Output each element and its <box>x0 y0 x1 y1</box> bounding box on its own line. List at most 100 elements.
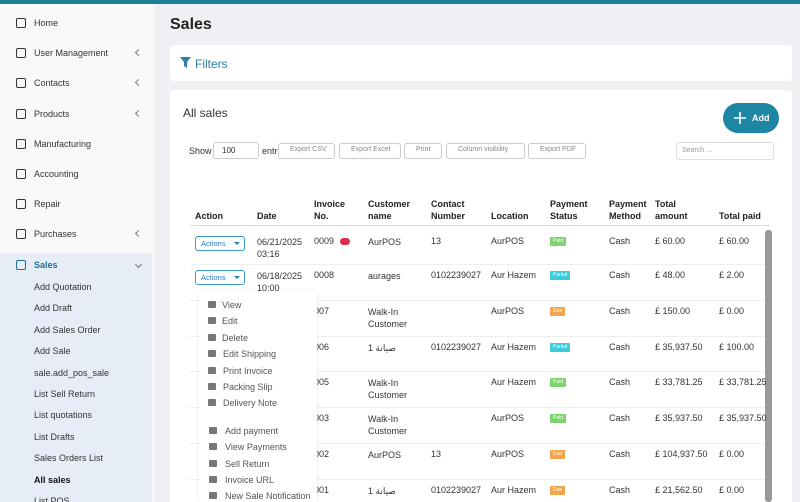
menu-item[interactable]: Invoice URL <box>225 475 275 485</box>
toolbar-label: Column visibility <box>458 146 509 153</box>
nav-item[interactable]: Purchases <box>34 229 77 240</box>
menu-item[interactable]: Add payment <box>225 426 279 436</box>
nav-item[interactable]: User Management <box>34 48 109 59</box>
filters-card <box>170 45 792 81</box>
cell: 001 <box>314 485 330 495</box>
menu-icon <box>208 399 216 406</box>
status-badge: Due <box>550 307 566 316</box>
cell: 0008 <box>314 270 335 280</box>
toolbar-button[interactable] <box>404 143 442 159</box>
menu-icon <box>209 492 217 499</box>
status-badge: Paid <box>550 378 567 387</box>
scrollbar <box>765 230 772 502</box>
menu-item[interactable]: Edit <box>222 316 238 326</box>
actions-label: Actions <box>201 239 226 248</box>
cell: Aur Hazem <box>491 270 537 280</box>
menu-item[interactable]: Packing Slip <box>223 382 273 392</box>
toolbar-label: Print <box>416 146 431 153</box>
submenu-item[interactable]: List Drafts <box>34 431 75 442</box>
menu-item[interactable]: Delete <box>222 333 249 343</box>
cell: Cash <box>609 342 631 352</box>
menu-item[interactable]: View <box>222 300 242 310</box>
cell: AurPOS <box>491 236 525 246</box>
cell: £ 0.00 <box>719 449 745 459</box>
cell: aurages <box>368 271 401 281</box>
cell: AurPOS <box>491 449 525 459</box>
cell: £ 35,937.50 <box>655 413 703 423</box>
actions-button[interactable] <box>195 270 245 285</box>
toolbar-button[interactable] <box>278 143 335 159</box>
nav-item[interactable]: Contacts <box>34 78 70 89</box>
page-size: 100 <box>222 146 236 155</box>
column-header: Total amount <box>655 199 688 221</box>
cell: Walk-In Customer <box>368 307 408 329</box>
cell: AurPOS <box>368 450 402 460</box>
submenu-item[interactable]: sale.add_pos_sale <box>34 367 110 378</box>
row-rule <box>190 479 765 480</box>
page-title: Sales <box>170 16 212 33</box>
nav-item[interactable]: Sales <box>34 259 58 270</box>
dropdown-menu <box>199 291 317 502</box>
toolbar-button[interactable] <box>446 143 525 159</box>
invoice-badge <box>340 238 350 245</box>
plus-icon <box>734 112 746 124</box>
menu-item[interactable]: View Payments <box>225 442 287 452</box>
submenu-item[interactable]: List POS <box>34 496 70 502</box>
cell: £ 21,562.50 <box>655 485 703 495</box>
nav-item[interactable]: Repair <box>34 199 61 210</box>
status-badge: Paid <box>550 237 567 246</box>
submenu-item[interactable]: Add Draft <box>34 303 73 314</box>
menu-item[interactable]: Delivery Note <box>223 398 278 408</box>
nav-item[interactable]: Manufacturing <box>34 138 92 149</box>
column-header: Total paid <box>719 211 761 221</box>
nav-icon <box>16 108 26 119</box>
column-header: Contact Number <box>431 199 466 221</box>
cell: AurPOS <box>491 306 525 316</box>
cell: 0102239027 <box>431 342 482 352</box>
cell: £ 0.00 <box>719 306 745 316</box>
add-button[interactable] <box>723 103 779 133</box>
nav-item[interactable]: Home <box>34 18 59 28</box>
cell: £ 60.00 <box>655 236 686 246</box>
filters-title: Filters <box>195 57 228 71</box>
toolbar-label: Export PDF <box>540 146 577 153</box>
cell: 006 <box>314 342 330 352</box>
submenu-item[interactable]: Add Sale <box>34 346 71 357</box>
nav-icon <box>16 78 26 89</box>
show-label: Show <box>189 146 212 156</box>
cell: £ 100.00 <box>719 342 755 352</box>
nav-item[interactable]: Accounting <box>34 169 79 179</box>
toolbar-button[interactable] <box>528 143 586 159</box>
cell: صيانة 1 <box>368 486 396 496</box>
submenu-item[interactable]: Add Sales Order <box>34 324 101 335</box>
submenu-item[interactable]: List Sell Return <box>34 389 96 399</box>
cell: صيانة 1 <box>368 343 396 353</box>
column-header: Payment Method <box>609 199 647 221</box>
submenu-item[interactable]: Sales Orders List <box>34 453 104 464</box>
status-badge: Partial <box>550 343 571 352</box>
menu-item[interactable]: Sell Return <box>225 459 270 469</box>
cell: 0009 <box>314 236 335 246</box>
toolbar-button[interactable] <box>339 143 401 159</box>
nav-item[interactable]: Products <box>34 108 70 119</box>
submenu-item[interactable]: Add Quotation <box>34 282 92 292</box>
actions-button[interactable] <box>195 236 245 251</box>
top-bar <box>0 0 800 4</box>
menu-icon <box>208 317 216 324</box>
menu-icon <box>208 350 216 357</box>
cell: £ 150.00 <box>655 306 691 316</box>
search-box[interactable] <box>676 142 774 160</box>
submenu-item[interactable]: List quotations <box>34 410 93 421</box>
row-rule <box>190 300 765 301</box>
page-size-select[interactable] <box>213 142 259 159</box>
menu-item[interactable]: Print Invoice <box>223 366 273 376</box>
cell: £ 33,781.25 <box>655 377 703 387</box>
filter-icon <box>180 57 191 68</box>
menu-item[interactable]: New Sale Notification <box>225 491 311 501</box>
submenu-item[interactable]: All sales <box>34 474 71 485</box>
cell: Cash <box>609 485 631 495</box>
nav-icon <box>16 259 26 270</box>
menu-item[interactable]: Edit Shipping <box>223 349 277 359</box>
cell: £ 33,781.25 <box>719 377 767 387</box>
